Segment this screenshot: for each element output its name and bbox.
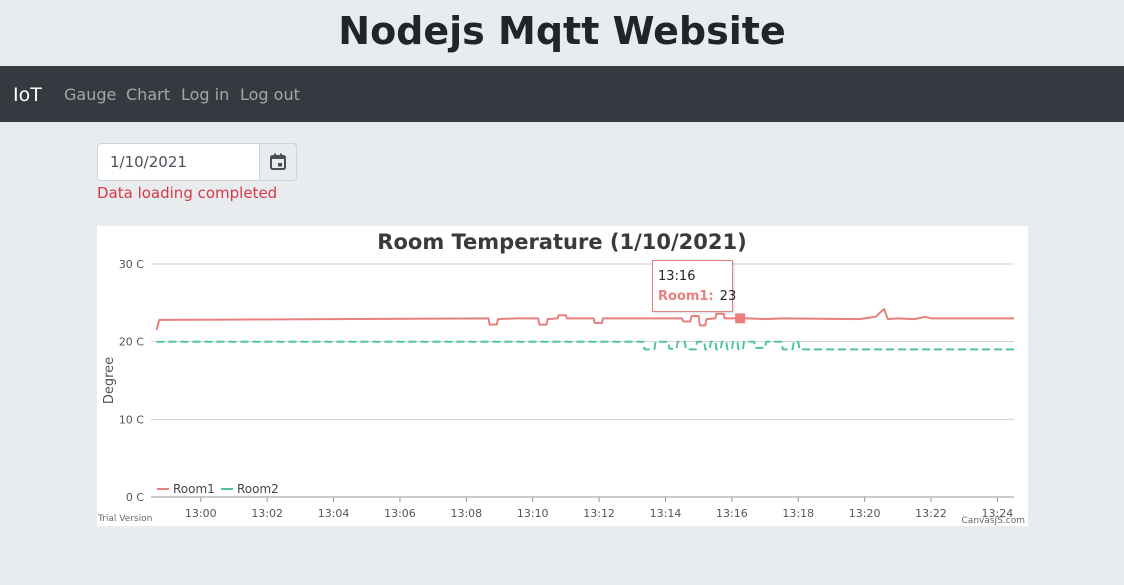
- calendar-icon: [270, 153, 286, 170]
- top-navbar: IoT Gauge Chart Log in Log out: [0, 66, 1124, 122]
- x-tick-label: 13:22: [915, 507, 947, 520]
- x-tick-label: 13:16: [716, 507, 748, 520]
- tooltip-series: Room1:: [658, 289, 714, 304]
- calendar-button[interactable]: [259, 143, 297, 181]
- y-tick-label: 20 C: [119, 336, 144, 349]
- y-tick-label: 10 C: [119, 413, 144, 426]
- chart-canvas: Room Temperature (1/10/2021) 0 C 10 C 20 C 3…: [97, 230, 1025, 526]
- page-title: Nodejs Mqtt Website: [338, 9, 786, 53]
- nav-item-chart[interactable]: Chart: [126, 85, 170, 104]
- status-message: Data loading completed: [97, 184, 278, 202]
- legend-label-room1: Room1: [173, 482, 215, 496]
- x-tick-label: 13:12: [583, 507, 615, 520]
- chart-title: Room Temperature (1/10/2021): [377, 230, 746, 254]
- temperature-chart: Room Temperature (1/10/2021) 0 C 10 C 20 C 3…: [97, 226, 1028, 526]
- tooltip-value: 23: [719, 289, 737, 304]
- x-tick-label: 13:06: [384, 507, 416, 520]
- x-tick-label: 13:02: [251, 507, 283, 520]
- x-tick-label: 13:00: [185, 507, 217, 520]
- nav-item-logout[interactable]: Log out: [240, 85, 300, 104]
- y-tick-label: 0 C: [126, 491, 144, 504]
- canvasjs-credit: CanvasJS.com: [962, 516, 1025, 526]
- x-tick-label: 13:24: [982, 507, 1014, 520]
- x-tick-label: 13:10: [517, 507, 549, 520]
- x-tick-label: 13:18: [782, 507, 814, 520]
- nav-item-login[interactable]: Log in: [181, 85, 230, 104]
- series-line-room1: [155, 308, 1014, 331]
- x-tick-label: 13:08: [450, 507, 482, 520]
- legend-label-room2: Room2: [237, 482, 279, 496]
- nav-item-gauge[interactable]: Gauge: [64, 85, 117, 104]
- x-tick-label: 13:04: [318, 507, 350, 520]
- series-line-room2: [156, 340, 1014, 351]
- trial-version-text: Trial Version: [97, 514, 152, 524]
- navbar-brand[interactable]: IoT: [13, 84, 42, 106]
- highlight-marker: [735, 313, 746, 324]
- x-tick-label: 13:20: [849, 507, 881, 520]
- date-input[interactable]: 1/10/2021: [97, 143, 260, 181]
- tooltip-time: 13:16: [658, 269, 696, 284]
- y-tick-label: 30 C: [119, 258, 144, 271]
- x-tick-label: 13:14: [650, 507, 682, 520]
- y-axis-label: Degree: [102, 357, 117, 404]
- chart-tooltip: 13:16 Room1: 23: [652, 260, 736, 312]
- date-picker: 1/10/2021: [97, 143, 297, 181]
